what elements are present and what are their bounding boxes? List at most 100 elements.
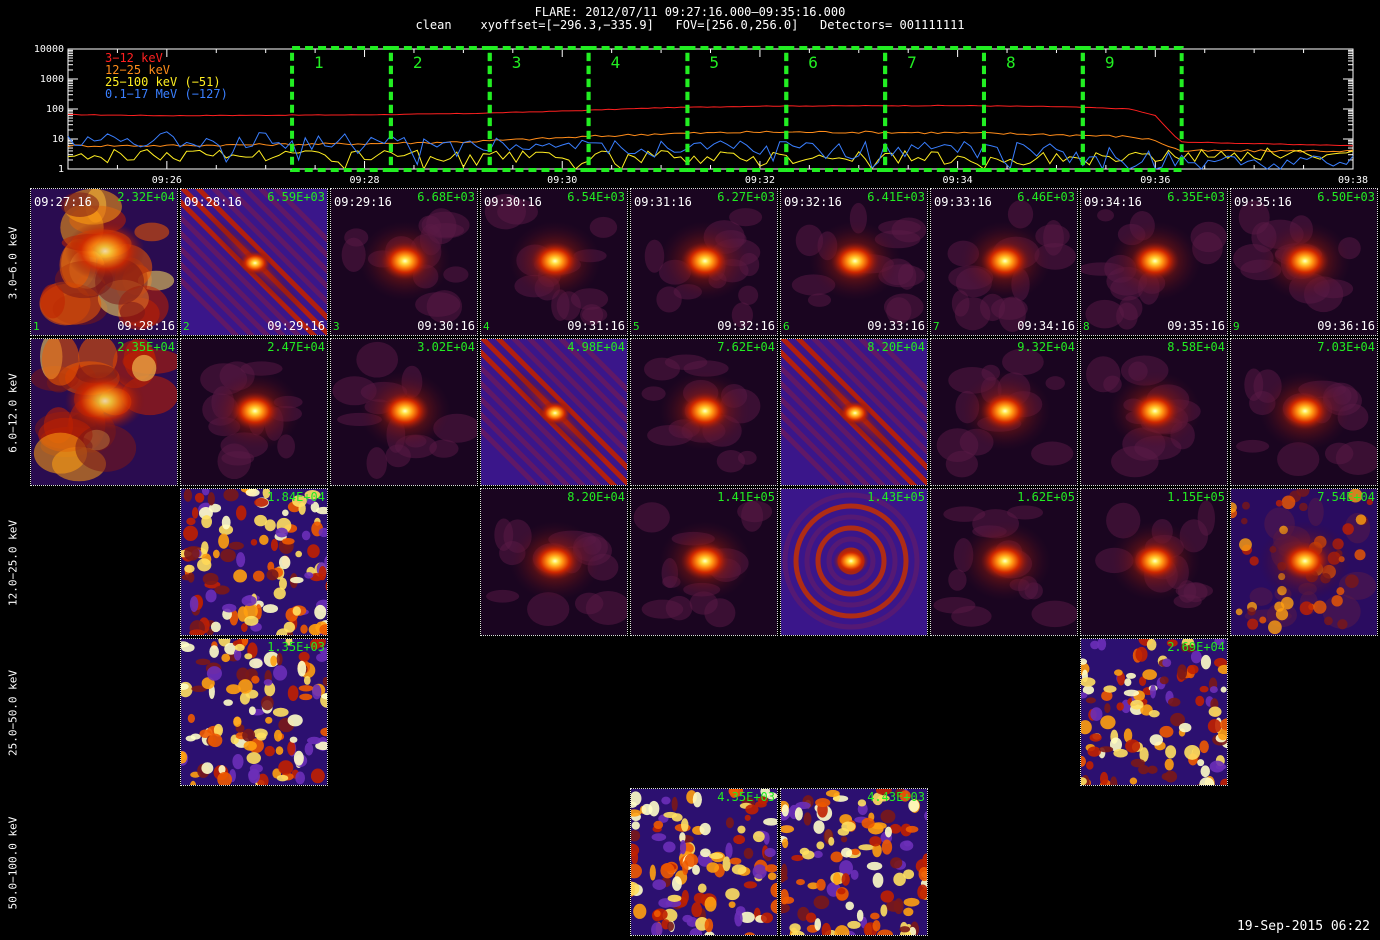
x-tick-label: 09:26 xyxy=(152,175,182,186)
image-end-time: 09:32:16 xyxy=(717,319,775,333)
image-max-value: 6.27E+03 xyxy=(717,190,775,204)
image-panel: 6.27E+03 09:31:16 09:32:16 5 xyxy=(630,188,778,336)
image-panel: 4.43E+03 xyxy=(780,788,928,936)
image-map xyxy=(781,339,927,485)
interval-number: 4 xyxy=(483,320,490,333)
image-map xyxy=(481,489,627,635)
image-max-value: 1.41E+05 xyxy=(717,490,775,504)
image-max-value: 6.41E+03 xyxy=(867,190,925,204)
image-map xyxy=(931,339,1077,485)
series-line xyxy=(67,130,1354,153)
image-panel: 6.41E+03 09:32:16 09:33:16 6 xyxy=(780,188,928,336)
image-map xyxy=(181,639,327,785)
image-panel: 1.43E+05 xyxy=(780,488,928,636)
image-panel: 6.50E+03 09:35:16 09:36:16 9 xyxy=(1230,188,1378,336)
image-max-value: 8.58E+04 xyxy=(1167,340,1225,354)
image-panel: 2.35E+04 xyxy=(30,338,178,486)
image-max-value: 6.46E+03 xyxy=(1017,190,1075,204)
legend-entry: 3−12 keV xyxy=(105,51,163,65)
image-panel: 1.15E+05 xyxy=(1080,488,1228,636)
image-panel: 9.32E+04 xyxy=(930,338,1078,486)
image-panel: 6.59E+03 09:28:16 09:29:16 2 xyxy=(180,188,328,336)
image-map xyxy=(181,339,327,485)
interval-box xyxy=(685,46,789,172)
image-max-value: 1.84E+04 xyxy=(267,490,325,504)
image-start-time: 09:29:16 xyxy=(334,195,392,209)
image-panel: 2.69E+04 xyxy=(1080,638,1228,786)
interval-number: 1 xyxy=(33,320,40,333)
image-panel: 3.02E+04 xyxy=(330,338,478,486)
interval-label: 5 xyxy=(709,53,719,72)
image-end-time: 09:36:16 xyxy=(1317,319,1375,333)
image-start-time: 09:30:16 xyxy=(484,195,542,209)
interval-number: 2 xyxy=(183,320,190,333)
image-start-time: 09:31:16 xyxy=(634,195,692,209)
y-tick-label: 10000 xyxy=(34,44,64,55)
image-panel: 7.03E+04 xyxy=(1230,338,1378,486)
image-max-value: 6.59E+03 xyxy=(267,190,325,204)
energy-band-label: 25.0−50.0 keV xyxy=(6,669,20,757)
image-panel: 1.84E+04 xyxy=(180,488,328,636)
y-tick-label: 1 xyxy=(58,164,64,175)
image-map xyxy=(1081,189,1227,335)
image-start-time: 09:27:16 xyxy=(34,195,92,209)
image-end-time: 09:31:16 xyxy=(567,319,625,333)
image-max-value: 6.35E+03 xyxy=(1167,190,1225,204)
image-map xyxy=(781,189,927,335)
image-map xyxy=(31,189,177,335)
image-panel: 4.35E+03 xyxy=(630,788,778,936)
interval-label: 9 xyxy=(1105,53,1115,72)
image-max-value: 8.20E+04 xyxy=(567,490,625,504)
y-tick-label: 10 xyxy=(52,134,64,145)
image-map xyxy=(1231,339,1377,485)
interval-box xyxy=(487,46,591,172)
image-panel: 2.32E+04 09:27:16 09:28:16 1 xyxy=(30,188,178,336)
interval-number: 6 xyxy=(783,320,790,333)
interval-number: 9 xyxy=(1233,320,1240,333)
image-panel: 1.62E+05 xyxy=(930,488,1078,636)
image-map xyxy=(481,189,627,335)
image-end-time: 09:28:16 xyxy=(117,319,175,333)
x-tick-label: 09:32 xyxy=(745,175,775,186)
interval-label: 2 xyxy=(413,53,423,72)
image-panel: 6.54E+03 09:30:16 09:31:16 4 xyxy=(480,188,628,336)
legend-entry: 25−100 keV (−51) xyxy=(105,75,221,89)
image-max-value: 2.47E+04 xyxy=(267,340,325,354)
interval-box xyxy=(1080,46,1184,172)
image-map xyxy=(331,339,477,485)
legend-entry: 0.1−17 MeV (−127) xyxy=(105,87,228,101)
image-start-time: 09:34:16 xyxy=(1084,195,1142,209)
image-map xyxy=(631,189,777,335)
image-end-time: 09:34:16 xyxy=(1017,319,1075,333)
image-panel: 1.41E+05 xyxy=(630,488,778,636)
image-max-value: 6.54E+03 xyxy=(567,190,625,204)
image-max-value: 4.43E+03 xyxy=(867,790,925,804)
image-panel: 8.20E+04 xyxy=(780,338,928,486)
image-max-value: 4.98E+04 xyxy=(567,340,625,354)
image-map xyxy=(781,789,927,935)
interval-label: 7 xyxy=(907,53,917,72)
image-map xyxy=(1081,639,1227,785)
image-end-time: 09:33:16 xyxy=(867,319,925,333)
image-panel: 4.98E+04 xyxy=(480,338,628,486)
image-max-value: 6.50E+03 xyxy=(1317,190,1375,204)
image-max-value: 4.35E+03 xyxy=(717,790,775,804)
image-map xyxy=(631,489,777,635)
image-panel: 7.62E+04 xyxy=(630,338,778,486)
energy-band-label: 6.0−12.0 keV xyxy=(6,373,20,453)
interval-number: 8 xyxy=(1083,320,1090,333)
interval-label: 6 xyxy=(808,53,818,72)
image-max-value: 8.20E+04 xyxy=(867,340,925,354)
image-panel: 6.35E+03 09:34:16 09:35:16 8 xyxy=(1080,188,1228,336)
energy-band-label: 12.0−25.0 keV xyxy=(6,519,20,607)
image-map xyxy=(331,189,477,335)
image-max-value: 7.03E+04 xyxy=(1317,340,1375,354)
interval-number: 3 xyxy=(333,320,340,333)
image-max-value: 2.69E+04 xyxy=(1167,640,1225,654)
image-max-value: 1.62E+05 xyxy=(1017,490,1075,504)
interval-label: 1 xyxy=(314,53,324,72)
image-panel: 7.54E+04 xyxy=(1230,488,1378,636)
series-line xyxy=(68,104,1354,147)
image-max-value: 2.32E+04 xyxy=(117,190,175,204)
image-start-time: 09:35:16 xyxy=(1234,195,1292,209)
